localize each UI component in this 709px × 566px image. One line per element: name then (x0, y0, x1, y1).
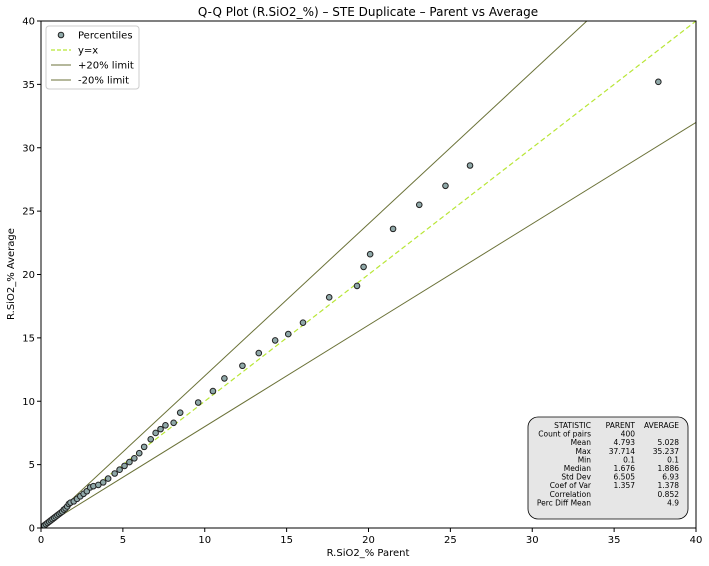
legend: Percentiles y=x +20% limit -20% limit (45, 25, 140, 90)
stats-cell: 0.852 (658, 490, 680, 499)
yx-reference-line (41, 21, 696, 528)
data-point (209, 387, 217, 395)
data-point (655, 78, 662, 86)
y-tick-label: 40 (22, 17, 35, 28)
data-point (271, 337, 279, 344)
stats-header: AVERAGE (644, 421, 679, 430)
data-point (111, 470, 118, 477)
data-point (255, 349, 263, 357)
data-point (135, 449, 143, 457)
data-point (152, 429, 159, 437)
plus20-limit-line (41, 21, 588, 528)
data-point (126, 458, 133, 466)
data-point (325, 294, 333, 301)
stats-row-label: Coef of Var (550, 481, 592, 490)
data-point (389, 225, 397, 233)
stats-cell: 1.886 (658, 464, 680, 473)
minus20-limit-line (41, 121, 696, 528)
data-point (104, 475, 112, 482)
y-tick-label: 10 (22, 397, 35, 408)
data-point (176, 409, 184, 416)
stats-cell: 0.1 (667, 455, 679, 464)
data-point (147, 435, 155, 443)
stats-header: PARENT (606, 421, 636, 430)
legend-label-yx: y=x (78, 46, 98, 57)
legend-label-percentiles: Percentiles (78, 31, 133, 42)
y-tick-label: 30 (22, 143, 35, 154)
chart-title: Q-Q Plot (R.SiO2_%) – STE Duplicate – Pa… (198, 5, 538, 19)
data-point (284, 330, 292, 338)
stats-row-label: Mean (571, 438, 592, 447)
data-point (99, 479, 107, 486)
x-tick-label: 35 (608, 535, 621, 546)
data-point (466, 162, 474, 169)
data-point (194, 399, 202, 406)
data-point (442, 182, 449, 190)
y-tick-label: 25 (22, 207, 35, 218)
data-point (415, 201, 423, 209)
stats-row-label: Correlation (550, 490, 592, 499)
stats-row-label: Count of pairs (538, 430, 591, 439)
x-axis-title: R.SiO2_% Parent (327, 548, 410, 559)
statistics-table: STATISTIC PARENT AVERAGE Count of pairs 400 M… (537, 421, 679, 507)
data-point (366, 250, 374, 258)
data-point (121, 462, 128, 470)
y-axis-title: R.SiO2_% Average (6, 228, 17, 320)
x-tick-label: 20 (362, 535, 375, 546)
x-axis-ticks: 0 5 10 15 20 25 30 35 40 (38, 528, 703, 546)
x-tick-label: 5 (120, 535, 126, 546)
data-point (157, 425, 164, 433)
stats-cell: 1.357 (614, 481, 636, 490)
x-tick-label: 10 (198, 535, 211, 546)
stats-header: STATISTIC (554, 421, 591, 430)
y-tick-label: 20 (22, 270, 35, 281)
stats-row-label: Perc Diff Mean (537, 498, 591, 507)
data-point (360, 263, 367, 271)
data-point (162, 422, 169, 429)
data-point (170, 419, 177, 427)
x-tick-label: 40 (690, 535, 703, 546)
data-point (140, 443, 148, 451)
y-tick-label: 5 (29, 460, 35, 471)
statistics-box: STATISTIC PARENT AVERAGE Count of pairs 400 M… (527, 416, 689, 520)
data-point (131, 454, 138, 462)
stats-cell: 37.714 (609, 447, 635, 456)
data-points (41, 78, 662, 528)
y-tick-label: 0 (29, 524, 35, 535)
stats-row-label: Min (578, 455, 592, 464)
x-tick-label: 15 (280, 535, 293, 546)
stats-row-label: Median (564, 464, 592, 473)
data-point (239, 362, 246, 370)
reference-lines (41, 21, 696, 528)
stats-row-label: Std Dev (561, 473, 591, 482)
stats-cell: 4.793 (614, 438, 636, 447)
legend-marker-icon (57, 31, 65, 39)
stats-cell: 1.378 (658, 481, 680, 490)
y-tick-label: 35 (22, 80, 35, 91)
stats-cell: 0.1 (623, 455, 635, 464)
stats-cell: 35.237 (653, 447, 679, 456)
data-point (353, 282, 361, 290)
data-point (299, 319, 307, 326)
stats-cell: 5.028 (658, 438, 680, 447)
stats-cell: 1.676 (614, 464, 636, 473)
data-point (221, 375, 228, 382)
y-tick-label: 15 (22, 333, 35, 344)
x-tick-label: 30 (526, 535, 539, 546)
x-tick-label: 0 (38, 535, 44, 546)
statistics-box-background (527, 416, 689, 520)
x-tick-label: 25 (444, 535, 457, 546)
legend-box (45, 25, 140, 90)
stats-cell: 400 (621, 430, 636, 439)
legend-label-minus20: -20% limit (78, 76, 129, 87)
stats-row-label: Max (575, 447, 591, 456)
stats-cell: 6.93 (662, 473, 679, 482)
stats-cell: 6.505 (614, 473, 636, 482)
y-axis-ticks: 0 5 10 15 20 25 30 35 40 (22, 17, 41, 535)
data-point (116, 466, 123, 473)
stats-cell: 4.9 (667, 498, 679, 507)
legend-label-plus20: +20% limit (78, 61, 134, 72)
